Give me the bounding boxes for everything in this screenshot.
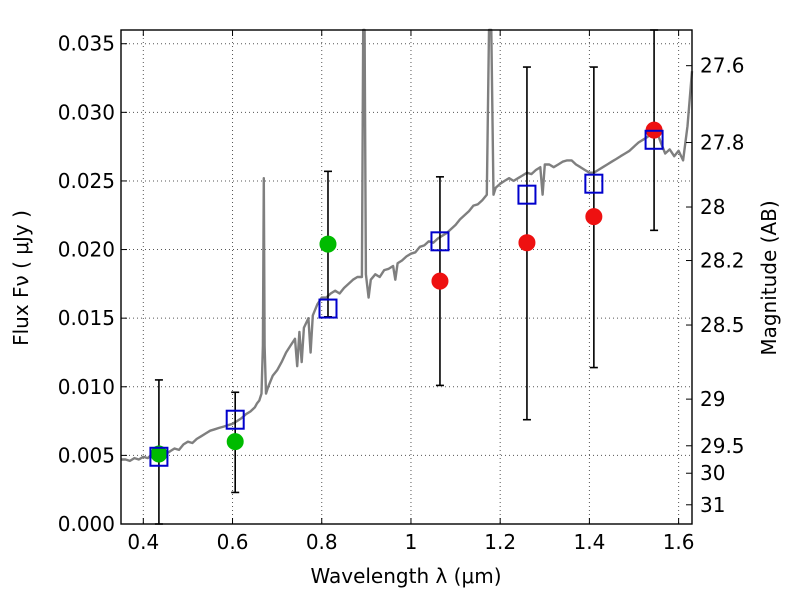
plot-frame [120, 29, 693, 525]
y-tick-label: 0.000 [58, 512, 115, 536]
y-tick-label: 0.025 [58, 169, 115, 193]
y2-tick-label: 27.8 [700, 131, 745, 155]
data-markers [149, 121, 664, 467]
x-tick-label: 1.4 [573, 530, 605, 554]
model-marker [430, 231, 450, 252]
red-marker [431, 272, 449, 290]
green-marker [226, 433, 244, 451]
model-marker [644, 129, 664, 150]
error-bars [154, 29, 659, 525]
y2-tick-label: 29.5 [700, 434, 745, 458]
y-tick-label: 0.020 [58, 238, 115, 262]
y-tick-label: 0.035 [58, 32, 115, 56]
y2-tick-label: 31 [700, 493, 725, 517]
y-tick-label: 0.005 [58, 443, 115, 467]
green-marker [319, 235, 337, 253]
x-tick-label: 1 [405, 530, 418, 554]
red-marker [585, 208, 603, 226]
x-axis-title: Wavelength λ (μm) [310, 564, 501, 588]
grid-lines [121, 30, 692, 525]
model-marker [149, 446, 169, 467]
x-tick-label: 1.6 [663, 530, 695, 554]
y2-tick-label: 30 [700, 461, 725, 485]
x-tick-label: 0.6 [217, 530, 249, 554]
y-axis-title: Flux Fν ( μJy ) [9, 210, 33, 346]
y2-tick-label: 28.5 [700, 313, 745, 337]
red-marker [518, 234, 536, 252]
axis-ticks: 0.4 0.6 0.8 1 1.2 1.4 1.6 0.000 0.005 0.010 0.015 0… [58, 30, 745, 554]
spectrum-series [121, 28, 694, 463]
x-tick-label: 0.4 [127, 530, 159, 554]
model-marker [225, 409, 245, 430]
y2-tick-label: 29 [700, 387, 725, 411]
y2-tick-label: 28 [700, 195, 725, 219]
y-tick-label: 0.030 [58, 100, 115, 124]
model-marker [584, 173, 604, 194]
y-tick-label: 0.015 [58, 306, 115, 330]
x-tick-label: 1.2 [484, 530, 516, 554]
y2-tick-label: 28.2 [700, 249, 745, 273]
spectrum-line [121, 28, 694, 463]
y-tick-label: 0.010 [58, 375, 115, 399]
model-marker [517, 184, 537, 205]
model-marker [318, 298, 338, 319]
y2-axis-title: Magnitude (AB) [757, 200, 781, 355]
y2-tick-label: 27.6 [700, 54, 745, 78]
x-tick-label: 0.8 [306, 530, 338, 554]
